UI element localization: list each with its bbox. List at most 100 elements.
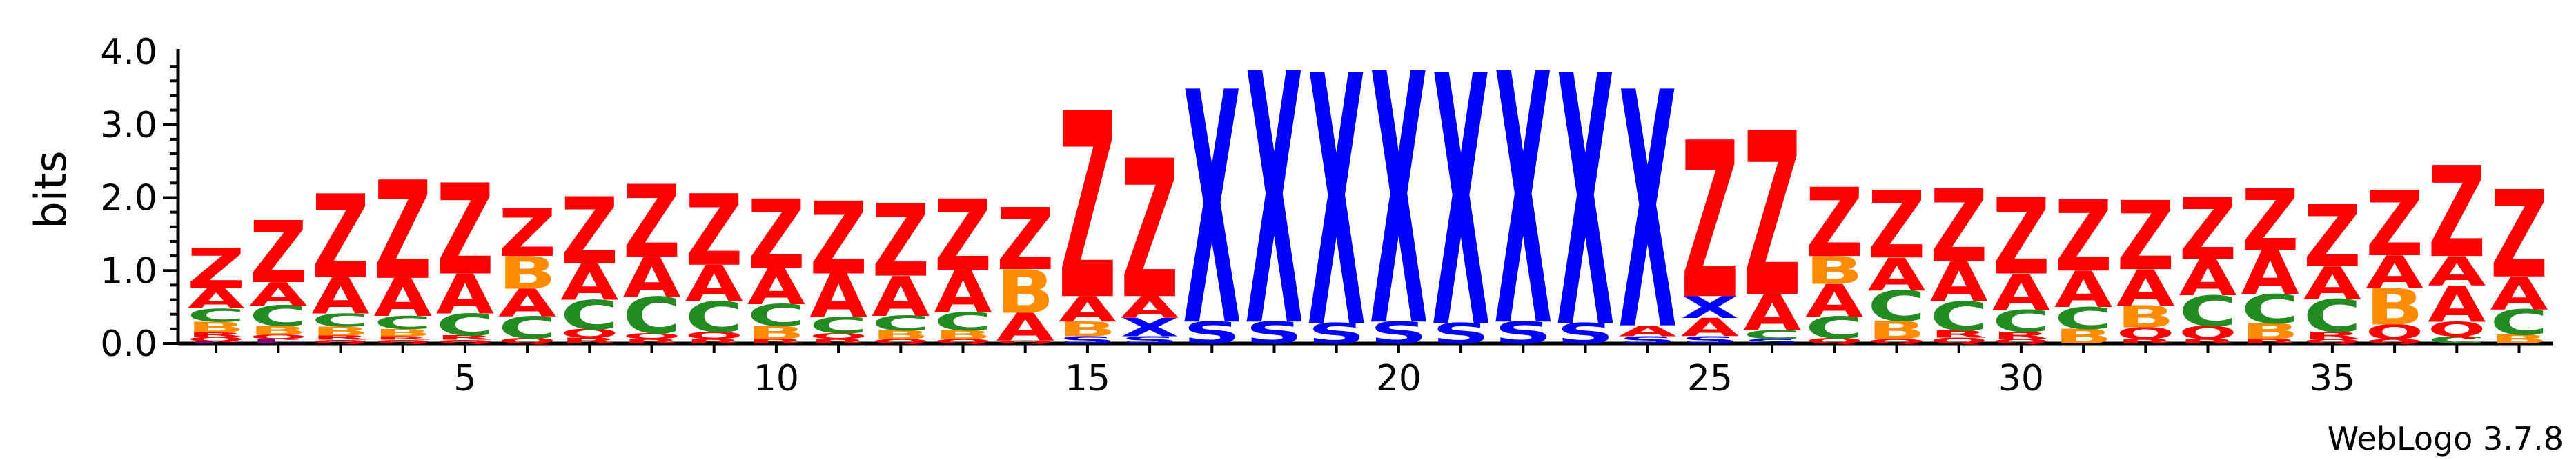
logo-letter-c: C — [374, 312, 432, 333]
y-tick-label: 1.0 — [100, 250, 157, 292]
logo-letter-z: Z — [498, 196, 556, 272]
logo-letter-r: R — [2179, 338, 2237, 345]
logo-letter-q: Q — [187, 336, 245, 343]
logo-letter-q: Q — [2116, 324, 2174, 343]
logo-letter-z: Z — [1992, 177, 2050, 299]
logo-letter-c: C — [1930, 294, 1988, 340]
logo-letter-s: S — [1494, 316, 1552, 351]
logo-letter-c: C — [2054, 301, 2112, 336]
logo-letter-c: C — [436, 308, 494, 343]
logo-letter-z: Z — [2303, 188, 2361, 287]
logo-letter-b: B — [312, 324, 370, 338]
logo-letter-q: Q — [623, 332, 681, 341]
logo-letter-q: Q — [436, 339, 494, 344]
logo-letter-s: S — [1432, 317, 1490, 350]
logo-letter-q: Q — [249, 334, 307, 341]
logo-letter-x: X — [1619, 24, 1677, 402]
logo-letter-b: B — [934, 328, 992, 342]
logo-letter-a: A — [374, 268, 432, 328]
x-tick-label: 15 — [1065, 358, 1110, 399]
logo-letter-c: C — [1992, 304, 2050, 339]
logo-letter-a: A — [1992, 263, 2050, 322]
logo-letter-z: Z — [2366, 173, 2423, 277]
logo-letter-r: R — [1930, 328, 1988, 340]
logo-letter-z: Z — [1681, 98, 1739, 348]
logo-letter-c: C — [2490, 302, 2548, 343]
logo-letter-b: B — [498, 248, 556, 300]
logo-letter-a: A — [187, 283, 245, 315]
logo-letter-a: A — [2054, 261, 2112, 319]
logo-letter-z: Z — [2116, 181, 2174, 291]
logo-letter-a: A — [996, 306, 1055, 350]
logo-letter-q: Q — [1992, 338, 2050, 345]
logo-letter-c: C — [2179, 287, 2237, 336]
x-tick-label: 10 — [754, 358, 799, 399]
logo-letter-s: S — [1121, 334, 1179, 346]
logo-letter-r: R — [2241, 338, 2299, 345]
logo-letter-z: Z — [249, 204, 307, 303]
logo-letter-r: R — [809, 338, 867, 345]
logo-letter-b: B — [872, 328, 930, 342]
logo-letter-z: Z — [2490, 165, 2548, 304]
logo-letter-a: A — [2179, 249, 2237, 308]
logo-letter-x: X — [1370, 2, 1428, 403]
logo-letter-b: B — [1059, 317, 1117, 341]
x-tick-label: 25 — [1687, 358, 1733, 399]
logo-letter-s: S — [1183, 316, 1241, 351]
x-tick-label: 20 — [1376, 358, 1422, 399]
logo-letter-z: Z — [1868, 171, 1926, 280]
logo-letter-c: C — [1743, 328, 1801, 342]
logo-letter-r: R — [685, 338, 743, 345]
logo-letter-c: C — [1868, 282, 1926, 331]
y-tick-label: 4.0 — [100, 32, 157, 73]
weblogo-credit: WebLogo 3.7.8 — [2328, 420, 2564, 457]
logo-letter-c: C — [1805, 311, 1863, 346]
logo-letter-a: A — [1805, 275, 1863, 328]
logo-letter-c: C — [187, 305, 245, 326]
logo-letter-q: Q — [1930, 336, 1988, 346]
logo-letter-c: C — [249, 300, 307, 332]
logo-letter-c: C — [623, 287, 681, 346]
logo-letter-s: S — [1308, 317, 1366, 350]
logo-letter-z: Z — [436, 158, 494, 303]
logo-letter-a: A — [623, 247, 681, 310]
logo-letter-b: B — [747, 323, 805, 343]
logo-letter-z: Z — [747, 179, 805, 290]
logo-letter-x: X — [1681, 290, 1739, 326]
logo-letter-q: Q — [685, 330, 743, 341]
logo-letter-z: Z — [312, 170, 370, 304]
x-tick-label: 35 — [2310, 358, 2355, 399]
logo-letter-z: Z — [2241, 172, 2299, 270]
logo-letter-a: A — [1121, 290, 1179, 325]
logo-letter-z: Z — [996, 191, 1054, 290]
logo-letter-r: R — [2303, 330, 2361, 341]
logo-letter-x: X — [1246, 2, 1304, 403]
logo-letter-q: Q — [2366, 338, 2423, 345]
x-tick-label: 30 — [1998, 358, 2044, 399]
logo-letter-a: A — [436, 263, 494, 327]
logo-letter-z: Z — [1121, 120, 1179, 341]
logo-letter-a: A — [1930, 251, 1988, 314]
logo-letter-c: C — [809, 313, 867, 339]
logo-letter-s: S — [1246, 316, 1304, 351]
logo-letter-r: R — [1992, 330, 2050, 341]
logo-letter-l: L — [249, 338, 307, 345]
logo-letter-z: Z — [685, 174, 743, 288]
logo-letter-z: Z — [560, 179, 618, 286]
logo-letter-c: C — [312, 310, 370, 330]
logo-letter-q: Q — [934, 338, 992, 345]
logo-letter-z: Z — [2428, 140, 2486, 286]
logo-letter-q: Q — [2179, 323, 2237, 343]
logo-letter-b: B — [2054, 325, 2112, 348]
logo-letter-q: Q — [809, 332, 867, 341]
logo-letter-z: Z — [2054, 180, 2112, 294]
logo-letter-s: S — [1681, 334, 1739, 346]
logo-letter-s: S — [1619, 334, 1677, 346]
logo-letter-c: C — [498, 311, 556, 346]
logo-letter-x: X — [1557, 3, 1615, 405]
logo-letter-a: A — [1681, 313, 1740, 342]
logo-letter-r: R — [187, 332, 245, 339]
logo-letter-z: Z — [872, 183, 930, 299]
logo-letter-z: Z — [187, 238, 245, 301]
y-axis: 0.0 1.0 2.0 3.0 4.0 — [100, 32, 180, 365]
